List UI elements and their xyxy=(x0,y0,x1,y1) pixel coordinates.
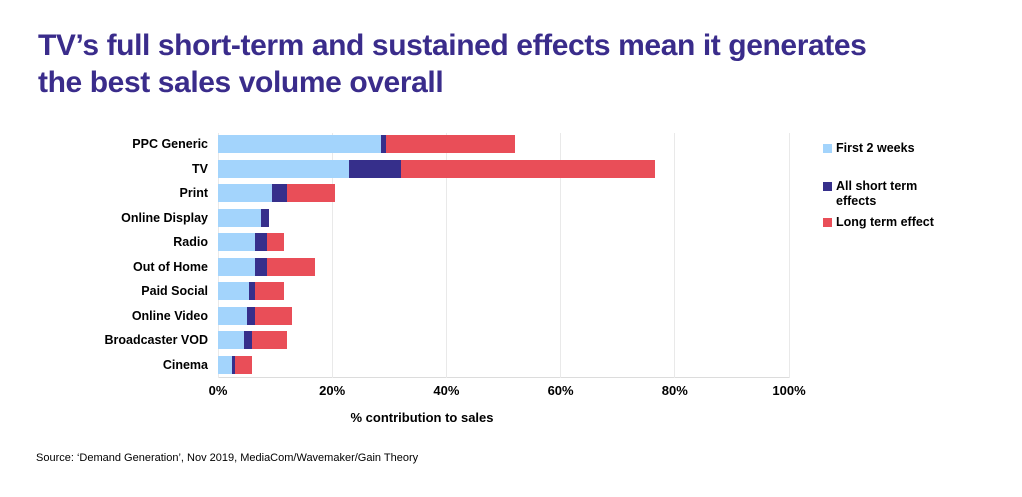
category-label-online-video: Online Video xyxy=(131,308,208,323)
bar-segment-first-2-weeks xyxy=(218,184,273,203)
legend-label-line: First 2 weeks xyxy=(836,141,915,155)
category-label-out-of-home: Out of Home xyxy=(133,259,208,274)
chart-title: TV’s full short-term and sustained effec… xyxy=(38,27,988,101)
bar-segment-first-2-weeks xyxy=(218,233,256,252)
legend-label-line: All short term xyxy=(836,179,918,193)
bar-segment-all-short-term-effects xyxy=(260,208,270,227)
bar-row-paid-social xyxy=(218,282,789,301)
x-tick-label-80: 80% xyxy=(661,383,688,398)
legend: First 2 weeks All short term effects Long t… xyxy=(823,141,1013,230)
bar-segment-long-term-effect xyxy=(255,282,284,301)
legend-swatch-icon xyxy=(823,144,832,153)
bar-segment-all-short-term-effects xyxy=(349,159,401,178)
category-label-online-display: Online Display xyxy=(121,210,208,225)
bar-segment-long-term-effect xyxy=(255,306,293,325)
legend-entry-long-term-effect: Long term effect xyxy=(823,215,1013,230)
legend-label-line: Long term effect xyxy=(836,215,934,229)
gridline-40 xyxy=(445,133,447,378)
bar-segment-all-short-term-effects xyxy=(249,282,256,301)
bar-segment-long-term-effect xyxy=(400,159,655,178)
gridline-20 xyxy=(331,133,333,378)
x-tick-label-100: 100% xyxy=(772,383,806,398)
bar-segment-all-short-term-effects xyxy=(243,331,253,350)
bar-segment-all-short-term-effects xyxy=(272,184,287,203)
category-label-cinema: Cinema xyxy=(162,357,208,372)
bar-segment-long-term-effect xyxy=(266,233,284,252)
bar-row-radio xyxy=(218,233,789,252)
bar-row-online-video xyxy=(218,306,789,325)
bar-segment-all-short-term-effects xyxy=(380,135,387,153)
bar-segment-long-term-effect xyxy=(235,355,253,374)
bar-row-print xyxy=(218,184,789,203)
bar-segment-first-2-weeks xyxy=(218,331,244,350)
bar-segment-all-short-term-effects xyxy=(255,257,267,276)
source-note: Source: ‘Demand Generation’, Nov 2019, M… xyxy=(36,452,419,464)
bar-row-tv xyxy=(218,159,789,178)
bar-segment-all-short-term-effects xyxy=(246,306,256,325)
gridline-60 xyxy=(560,133,562,378)
bar-segment-long-term-effect xyxy=(386,135,515,153)
category-label-ppc-generic: PPC Generic xyxy=(132,137,208,151)
legend-label-line: effects xyxy=(836,194,877,208)
x-tick-label-40: 40% xyxy=(433,383,460,398)
bar-segment-first-2-weeks xyxy=(218,208,261,227)
legend-swatch-icon xyxy=(823,218,832,227)
chart-title-line-1: TV’s full short-term and sustained effec… xyxy=(38,29,867,62)
category-label-print: Print xyxy=(179,186,208,201)
gridline-80 xyxy=(674,133,676,378)
bar-segment-first-2-weeks xyxy=(218,282,250,301)
bar-segment-first-2-weeks xyxy=(218,257,256,276)
x-axis-ticks: 0% 20% 40% 60% 80% 100% xyxy=(209,383,806,399)
legend-label: First 2 weeks xyxy=(836,141,915,156)
bar-segment-first-2-weeks xyxy=(218,306,247,325)
x-axis-title: % contribution to sales xyxy=(350,410,494,425)
legend-entry-first-2-weeks: First 2 weeks xyxy=(823,141,1013,156)
legend-label: All short term effects xyxy=(836,179,917,209)
category-axis: PPC Generic TV Print Online Display Radio Out… xyxy=(0,133,208,383)
gridline-0 xyxy=(217,133,219,378)
plot-area xyxy=(217,133,790,378)
x-tick-label-60: 60% xyxy=(547,383,574,398)
legend-entry-all-short-term-effects: All short term effects xyxy=(823,179,1013,209)
bar-segment-first-2-weeks xyxy=(218,355,233,374)
category-label-paid-social: Paid Social xyxy=(141,284,208,299)
bar-segment-long-term-effect xyxy=(286,184,336,203)
bar-row-out-of-home xyxy=(218,257,789,276)
bar-row-online-display xyxy=(218,208,789,227)
category-label-tv: TV xyxy=(192,161,208,176)
legend-swatch-icon xyxy=(823,182,832,191)
chart-title-line-2: the best sales volume overall xyxy=(38,66,444,99)
bar-segment-all-short-term-effects xyxy=(232,355,236,374)
bar-row-cinema xyxy=(218,355,789,374)
bar-segment-first-2-weeks xyxy=(218,135,381,153)
bar-row-ppc-generic xyxy=(218,135,789,153)
legend-label: Long term effect xyxy=(836,215,934,230)
bar-segment-long-term-effect xyxy=(266,257,316,276)
x-tick-label-0: 0% xyxy=(208,383,228,398)
category-label-broadcaster-vod: Broadcaster VOD xyxy=(104,333,208,348)
bar-segment-long-term-effect xyxy=(252,331,287,350)
bar-segment-first-2-weeks xyxy=(218,159,350,178)
bar-segment-all-short-term-effects xyxy=(255,233,267,252)
bar-row-broadcaster-vod xyxy=(218,331,789,350)
gridline-100 xyxy=(788,133,790,378)
category-label-radio: Radio xyxy=(173,235,208,250)
x-tick-label-20: 20% xyxy=(319,383,346,398)
